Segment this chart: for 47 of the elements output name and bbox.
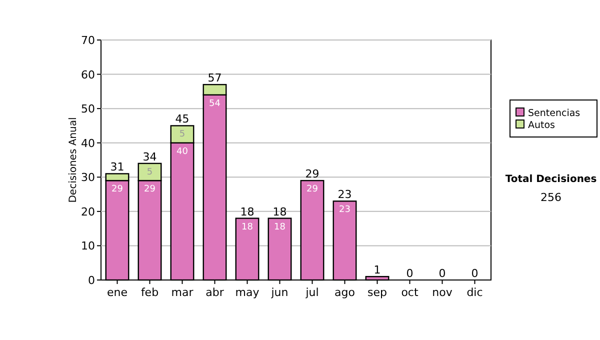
data-label: 18 [242,222,254,232]
x-tick-label: feb [140,286,159,299]
x-tick-label: may [235,286,260,299]
x-tick-label: ago [334,286,356,299]
total-label: 18 [240,205,254,218]
data-label: 40 [176,146,188,157]
x-tick-label: oct [401,286,419,299]
text: Total Decisiones [505,174,597,185]
total-label: 31 [110,160,124,174]
data-label: 18 [274,222,286,232]
y-tick-label: 20 [81,205,95,218]
y-tick-label: 0 [88,274,95,287]
x-tick-label: ene [106,286,128,299]
y-tick-label: 40 [81,136,95,150]
total-label: 29 [305,168,320,181]
y-tick-label: 70 [81,34,95,47]
total-label: 45 [175,112,190,126]
total-label: 18 [272,205,287,218]
x-tick-label: sep [368,286,388,299]
data-label: 54 [209,98,221,109]
y-tick-label: 50 [81,102,95,116]
total-label: 34 [142,150,157,164]
total-label: 0 [438,267,446,280]
data-label: 5 [179,130,186,140]
total-label: 0 [406,267,414,280]
data-label: 29 [144,184,156,195]
x-tick-label: jun [270,286,288,299]
data-label: 5 [146,167,153,178]
total-label: 23 [338,188,352,202]
total-label: 57 [208,72,222,85]
y-tick-label: 30 [81,171,95,184]
x-tick-label: jul [304,286,319,299]
total-label: 0 [471,267,478,280]
legend-label: Sentencias [528,108,580,119]
legend-label: Autos [528,120,556,131]
y-tick-label: 60 [81,68,95,82]
x-tick-label: dic [466,286,483,299]
text: 256 [540,191,562,204]
x-tick-label: mar [171,286,194,299]
y-tick-label: 10 [81,240,95,253]
y-axis-title: Decisiones Anual [68,117,79,203]
data-label: 29 [306,184,318,195]
data-label: 29 [112,184,124,195]
total-label: 1 [374,264,381,277]
x-tick-label: abr [206,286,224,299]
data-label: 23 [339,205,350,216]
x-tick-label: nov [432,286,453,299]
